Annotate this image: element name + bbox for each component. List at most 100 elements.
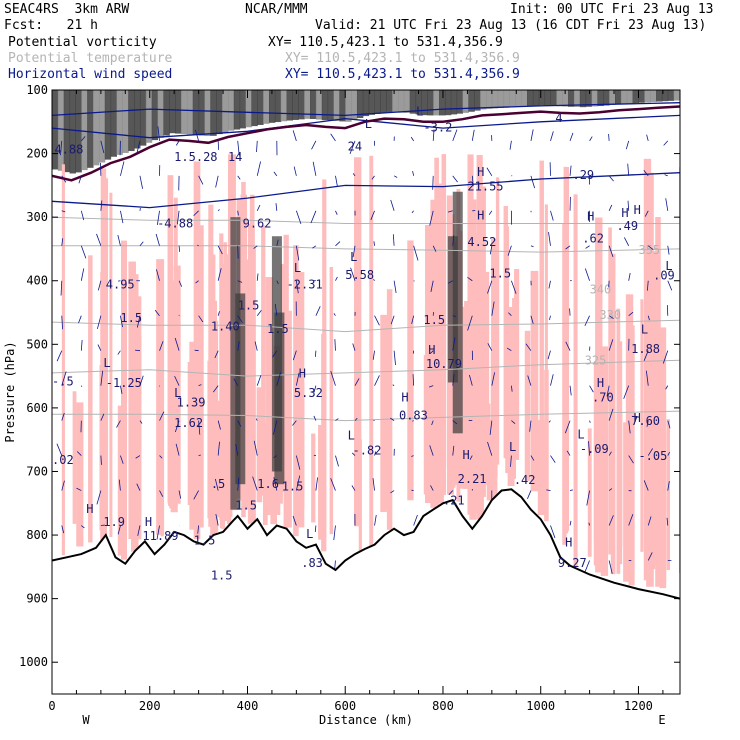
wind-vector xyxy=(645,370,649,386)
theta-contour-label: 355 xyxy=(638,243,660,257)
wind-vector xyxy=(413,514,418,526)
pv-contour-label: 2.21 xyxy=(458,472,487,486)
wind-vector xyxy=(530,455,535,461)
wind-vector xyxy=(647,448,653,456)
stratosphere-pv-shade xyxy=(474,90,481,111)
stratosphere-pv-shade xyxy=(667,90,675,101)
legend-theta-label: Potential temperature xyxy=(8,51,173,66)
wind-vector xyxy=(100,370,104,386)
wind-speed-contour xyxy=(52,102,680,117)
pv-contour-label: 1.62 xyxy=(174,416,203,430)
wind-vector xyxy=(176,210,180,225)
wind-vector xyxy=(584,268,590,281)
stratosphere-pv-shade xyxy=(591,90,598,107)
pv-fill-streak xyxy=(464,301,469,489)
wind-vector xyxy=(469,455,473,460)
pv-fill-streak xyxy=(524,330,531,481)
stratosphere-pv-shade xyxy=(280,90,288,122)
pv-fill-streak xyxy=(120,240,127,560)
wind-speed-contour xyxy=(52,114,680,139)
stratosphere-pv-shade xyxy=(421,90,428,116)
y-tick-label: 800 xyxy=(26,528,48,542)
wind-vector xyxy=(273,477,278,491)
pv-fill-streak xyxy=(430,199,437,508)
wind-vector xyxy=(432,245,437,252)
wind-vector xyxy=(374,375,380,386)
pv-fill-streak xyxy=(482,271,490,485)
wind-vector xyxy=(566,450,571,456)
wind-vector xyxy=(452,129,458,142)
wind-vector xyxy=(217,245,223,255)
stratosphere-pv-shade xyxy=(263,90,270,124)
pv-fill-streak xyxy=(160,304,164,537)
stratosphere-pv-shade xyxy=(386,90,393,113)
wind-vector xyxy=(432,175,434,190)
wind-vector xyxy=(489,245,493,255)
wind-vector xyxy=(217,268,222,281)
stratosphere-pv-shade xyxy=(439,90,446,116)
pv-fill-streak xyxy=(487,419,495,501)
wind-vector xyxy=(256,204,261,211)
stratosphere-pv-shade xyxy=(409,90,417,114)
pv-contour-label: .09 xyxy=(653,268,675,282)
y-tick-label: 200 xyxy=(26,147,48,161)
wind-vector xyxy=(256,310,262,316)
pv-contour-label: 1.5 xyxy=(211,569,233,583)
wind-vector xyxy=(546,489,551,491)
stratosphere-pv-shade xyxy=(104,90,112,160)
wind-vector xyxy=(411,210,414,214)
pv-contour-label: 1.5 xyxy=(194,534,216,548)
pv-contour-label: -1.25 xyxy=(106,376,142,390)
stratosphere-pv-shade xyxy=(444,90,452,116)
wind-vector xyxy=(352,343,356,351)
wind-vector xyxy=(413,245,419,261)
wind-vector xyxy=(530,129,534,141)
pv-fill-streak xyxy=(539,160,544,501)
wind-vector xyxy=(511,280,517,294)
wind-vector xyxy=(372,478,375,491)
pv-contour-label: H xyxy=(299,366,306,380)
wind-vector xyxy=(237,210,239,216)
wind-vector xyxy=(255,418,258,421)
wind-vector xyxy=(61,480,65,491)
x-tick-label: 200 xyxy=(139,699,161,713)
wind-vector xyxy=(61,238,64,246)
stratosphere-pv-shade xyxy=(356,90,364,118)
x-axis-title: Distance (km) xyxy=(319,713,413,727)
pv-contour-label: -4.88 xyxy=(157,216,193,230)
stratosphere-pv-shade xyxy=(192,90,200,135)
x-tick-label: 800 xyxy=(432,699,454,713)
wind-vector xyxy=(452,445,455,456)
wind-vector xyxy=(664,174,668,177)
wind-vector xyxy=(665,385,669,390)
wind-vector xyxy=(295,210,302,224)
wind-vector xyxy=(118,479,121,491)
stratosphere-pv-shade xyxy=(315,90,323,120)
pv-contour-label: H xyxy=(145,515,152,529)
stratosphere-pv-shade xyxy=(110,90,118,157)
wind-vector xyxy=(547,350,551,360)
pv-contour-label: L xyxy=(577,427,584,441)
stratosphere-pv-shade xyxy=(345,90,352,122)
wind-vector xyxy=(665,198,669,211)
stratosphere-pv-shade xyxy=(268,90,276,123)
stratosphere-pv-shade xyxy=(503,90,510,108)
pv-fill-streak xyxy=(250,283,254,497)
stratosphere-pv-shade xyxy=(398,90,405,113)
pv-fill-streak xyxy=(72,391,77,524)
wind-vector xyxy=(198,454,201,456)
wind-vector xyxy=(608,175,614,182)
wind-vector xyxy=(628,311,634,317)
wind-vector xyxy=(606,385,610,397)
x-left-end-label: W xyxy=(82,713,90,727)
pv-contour-label: 1.88 xyxy=(631,342,660,356)
pv-fill-streak xyxy=(169,280,176,505)
wind-vector xyxy=(584,315,590,327)
pv-fill-streak xyxy=(76,402,84,547)
stratosphere-pv-shade xyxy=(63,90,71,173)
wind-vector xyxy=(237,315,243,324)
y-axis-title: Pressure (hPa) xyxy=(3,341,17,442)
stratosphere-pv-shade xyxy=(362,90,370,117)
wind-vector xyxy=(488,210,493,215)
wind-vector xyxy=(96,490,102,505)
